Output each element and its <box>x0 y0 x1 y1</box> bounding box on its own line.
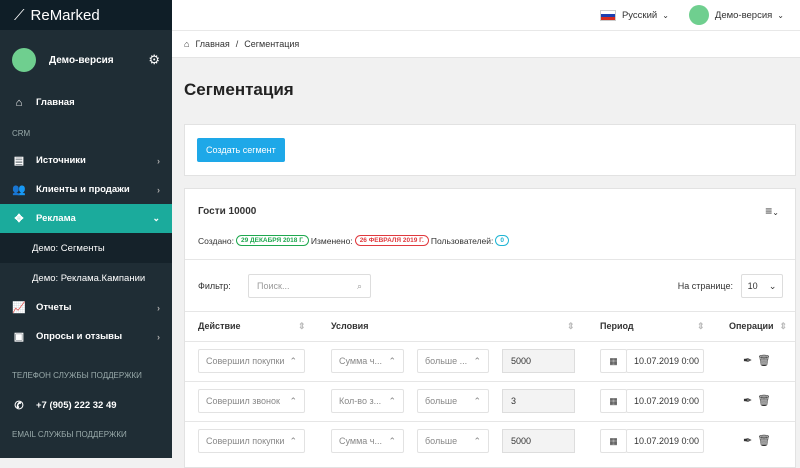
chevron-down-icon: ⌄ <box>777 10 784 20</box>
calendar-icon[interactable]: ▦ <box>600 389 627 413</box>
calendar-icon[interactable]: ▦ <box>600 349 627 373</box>
users-icon: 👥 <box>12 184 26 196</box>
segment-title: Гости 10000 <box>198 206 257 217</box>
phone-icon: ✆ <box>14 399 24 412</box>
date-input[interactable]: 10.07.2019 0:00 <box>626 349 704 373</box>
sidebar-item-reports[interactable]: 📈 Отчеты › <box>12 302 160 314</box>
topbar: Русский ⌄ Демо-версия ⌄ <box>172 0 800 30</box>
search-icon: ⌕ <box>356 280 362 291</box>
chevron-down-icon: ⌄ <box>152 213 160 223</box>
clipboard-icon: ▣ <box>13 331 25 343</box>
flag-ru-icon <box>599 9 616 21</box>
col-conditions[interactable]: Условия ⇕ <box>331 320 575 332</box>
chevron-down-icon: ⌄ <box>662 10 669 20</box>
col-period[interactable]: Период ⇕ <box>600 320 705 332</box>
home-icon: ⌂ <box>15 96 23 109</box>
target-icon: ✥ <box>14 213 24 225</box>
chevron-right-icon: › <box>157 184 160 195</box>
email-label: Email службы поддержки <box>12 430 127 439</box>
sidebar-item-ads[interactable]: ✥ Реклама ⌄ <box>0 204 172 233</box>
sidebar-sub-segments[interactable]: Демо: Сегменты <box>0 233 172 263</box>
user-name: Демо-версия <box>49 54 114 66</box>
chart-icon: 📈 <box>12 302 26 314</box>
create-segment-button[interactable]: Создать сегмент <box>197 138 285 162</box>
chevron-right-icon: › <box>157 331 160 342</box>
logo[interactable]: ⟋ ReMarked <box>0 0 172 30</box>
value-input[interactable]: 3 <box>502 389 575 413</box>
breadcrumb-current: Сегментация <box>244 39 300 49</box>
users-badge: 0 <box>495 235 510 246</box>
col-action[interactable]: Действие ⇕ <box>198 320 306 332</box>
date-input[interactable]: 10.07.2019 0:00 <box>626 429 704 453</box>
sidebar-sub-campaigns[interactable]: Демо: Реклама.Кампании <box>32 272 146 284</box>
per-page-select[interactable]: 10 ⌄ <box>741 274 783 298</box>
operator-select[interactable]: больше ⌃ <box>417 429 489 453</box>
action-select[interactable]: Совершил покупки ⌃ <box>198 429 305 453</box>
per-page-label: На странице: <box>677 281 733 291</box>
chevron-down-icon: ⌄ <box>768 280 777 291</box>
edit-feather-icon[interactable]: ✒ <box>743 395 753 407</box>
phone-label: Телефон службы поддержки <box>12 371 142 380</box>
filter-label: Фильтр: <box>198 281 231 291</box>
user-menu[interactable]: Демо-версия ⌄ <box>688 5 784 25</box>
chevron-right-icon: › <box>157 302 160 313</box>
page-title: Сегментация <box>184 80 294 99</box>
value-input[interactable]: 5000 <box>502 429 575 453</box>
sidebar-item-sources[interactable]: ▤ Источники › <box>13 155 160 167</box>
condition-select[interactable]: Сумма ч... ⌃ <box>331 429 404 453</box>
breadcrumb-home[interactable]: Главная <box>195 39 230 49</box>
condition-select[interactable]: Кол-во з... ⌃ <box>331 389 404 413</box>
avatar <box>12 48 36 72</box>
menu-icon[interactable]: ≡⌄ <box>765 204 779 218</box>
value-input[interactable]: 5000 <box>502 349 575 373</box>
sidebar-item-clients[interactable]: 👥 Клиенты и продажи › <box>12 184 160 196</box>
operator-select[interactable]: больше ⌃ <box>417 389 489 413</box>
action-select[interactable]: Совершил покупки ⌃ <box>198 349 305 373</box>
action-select[interactable]: Совершил звонок ⌃ <box>198 389 305 413</box>
gear-icon[interactable]: ⚙ <box>148 52 160 67</box>
table-row: Совершил звонок ⌃ Кол-во з... ⌃ больше ⌃ 3 … <box>185 381 795 421</box>
section-crm: CRM <box>12 129 31 138</box>
list-icon: ▤ <box>13 155 25 167</box>
actions-card: Создать сегмент <box>184 124 796 176</box>
table-header: Действие ⇕ Условия ⇕ Период ⇕ Операции ⇕ <box>185 311 795 341</box>
sidebar-item-surveys[interactable]: ▣ Опросы и отзывы › <box>13 331 160 343</box>
segment-meta: Создано: 29 ДЕКАБРЯ 2018 Г. Изменено: 26 Ф… <box>198 235 511 246</box>
avatar <box>688 5 709 25</box>
edit-feather-icon[interactable]: ✒ <box>743 435 753 447</box>
trash-icon[interactable]: 🗑 <box>757 435 771 447</box>
language-select[interactable]: Русский ⌄ <box>599 9 669 21</box>
home-icon: ⌂ <box>184 39 190 49</box>
support-phone[interactable]: ✆ +7 (905) 222 32 49 <box>0 388 172 422</box>
sidebar: ⟋ ReMarked Демо-версия ⚙ ⌂ Главная CRM ▤ Ист… <box>0 0 172 458</box>
filter-search-input[interactable]: Поиск... ⌕ <box>248 274 371 298</box>
chevron-right-icon: › <box>157 155 160 166</box>
edit-feather-icon[interactable]: ✒ <box>743 355 753 367</box>
sidebar-user: Демо-версия ⚙ <box>0 34 172 86</box>
operator-select[interactable]: больше ... ⌃ <box>417 349 489 373</box>
trash-icon[interactable]: 🗑 <box>757 395 771 407</box>
date-input[interactable]: 10.07.2019 0:00 <box>626 389 704 413</box>
calendar-icon[interactable]: ▦ <box>600 429 627 453</box>
sidebar-item-home[interactable]: ⌂ Главная <box>0 88 172 117</box>
table-row: Совершил покупки ⌃ Сумма ч... ⌃ больше ...… <box>185 341 795 381</box>
created-badge: 29 ДЕКАБРЯ 2018 Г. <box>235 235 309 246</box>
modified-badge: 26 ФЕВРАЛЯ 2019 Г. <box>354 235 429 246</box>
table-row: Совершил покупки ⌃ Сумма ч... ⌃ больше ⌃ 50… <box>185 421 795 461</box>
col-operations[interactable]: Операции ⇕ <box>729 320 788 332</box>
trend-icon: ⟋ <box>14 6 25 24</box>
breadcrumb: ⌂ Главная / Сегментация <box>172 30 800 58</box>
trash-icon[interactable]: 🗑 <box>757 355 771 367</box>
condition-select[interactable]: Сумма ч... ⌃ <box>331 349 404 373</box>
segment-card: Гости 10000 ≡⌄ Создано: 29 ДЕКАБРЯ 2018 Г… <box>184 188 796 468</box>
